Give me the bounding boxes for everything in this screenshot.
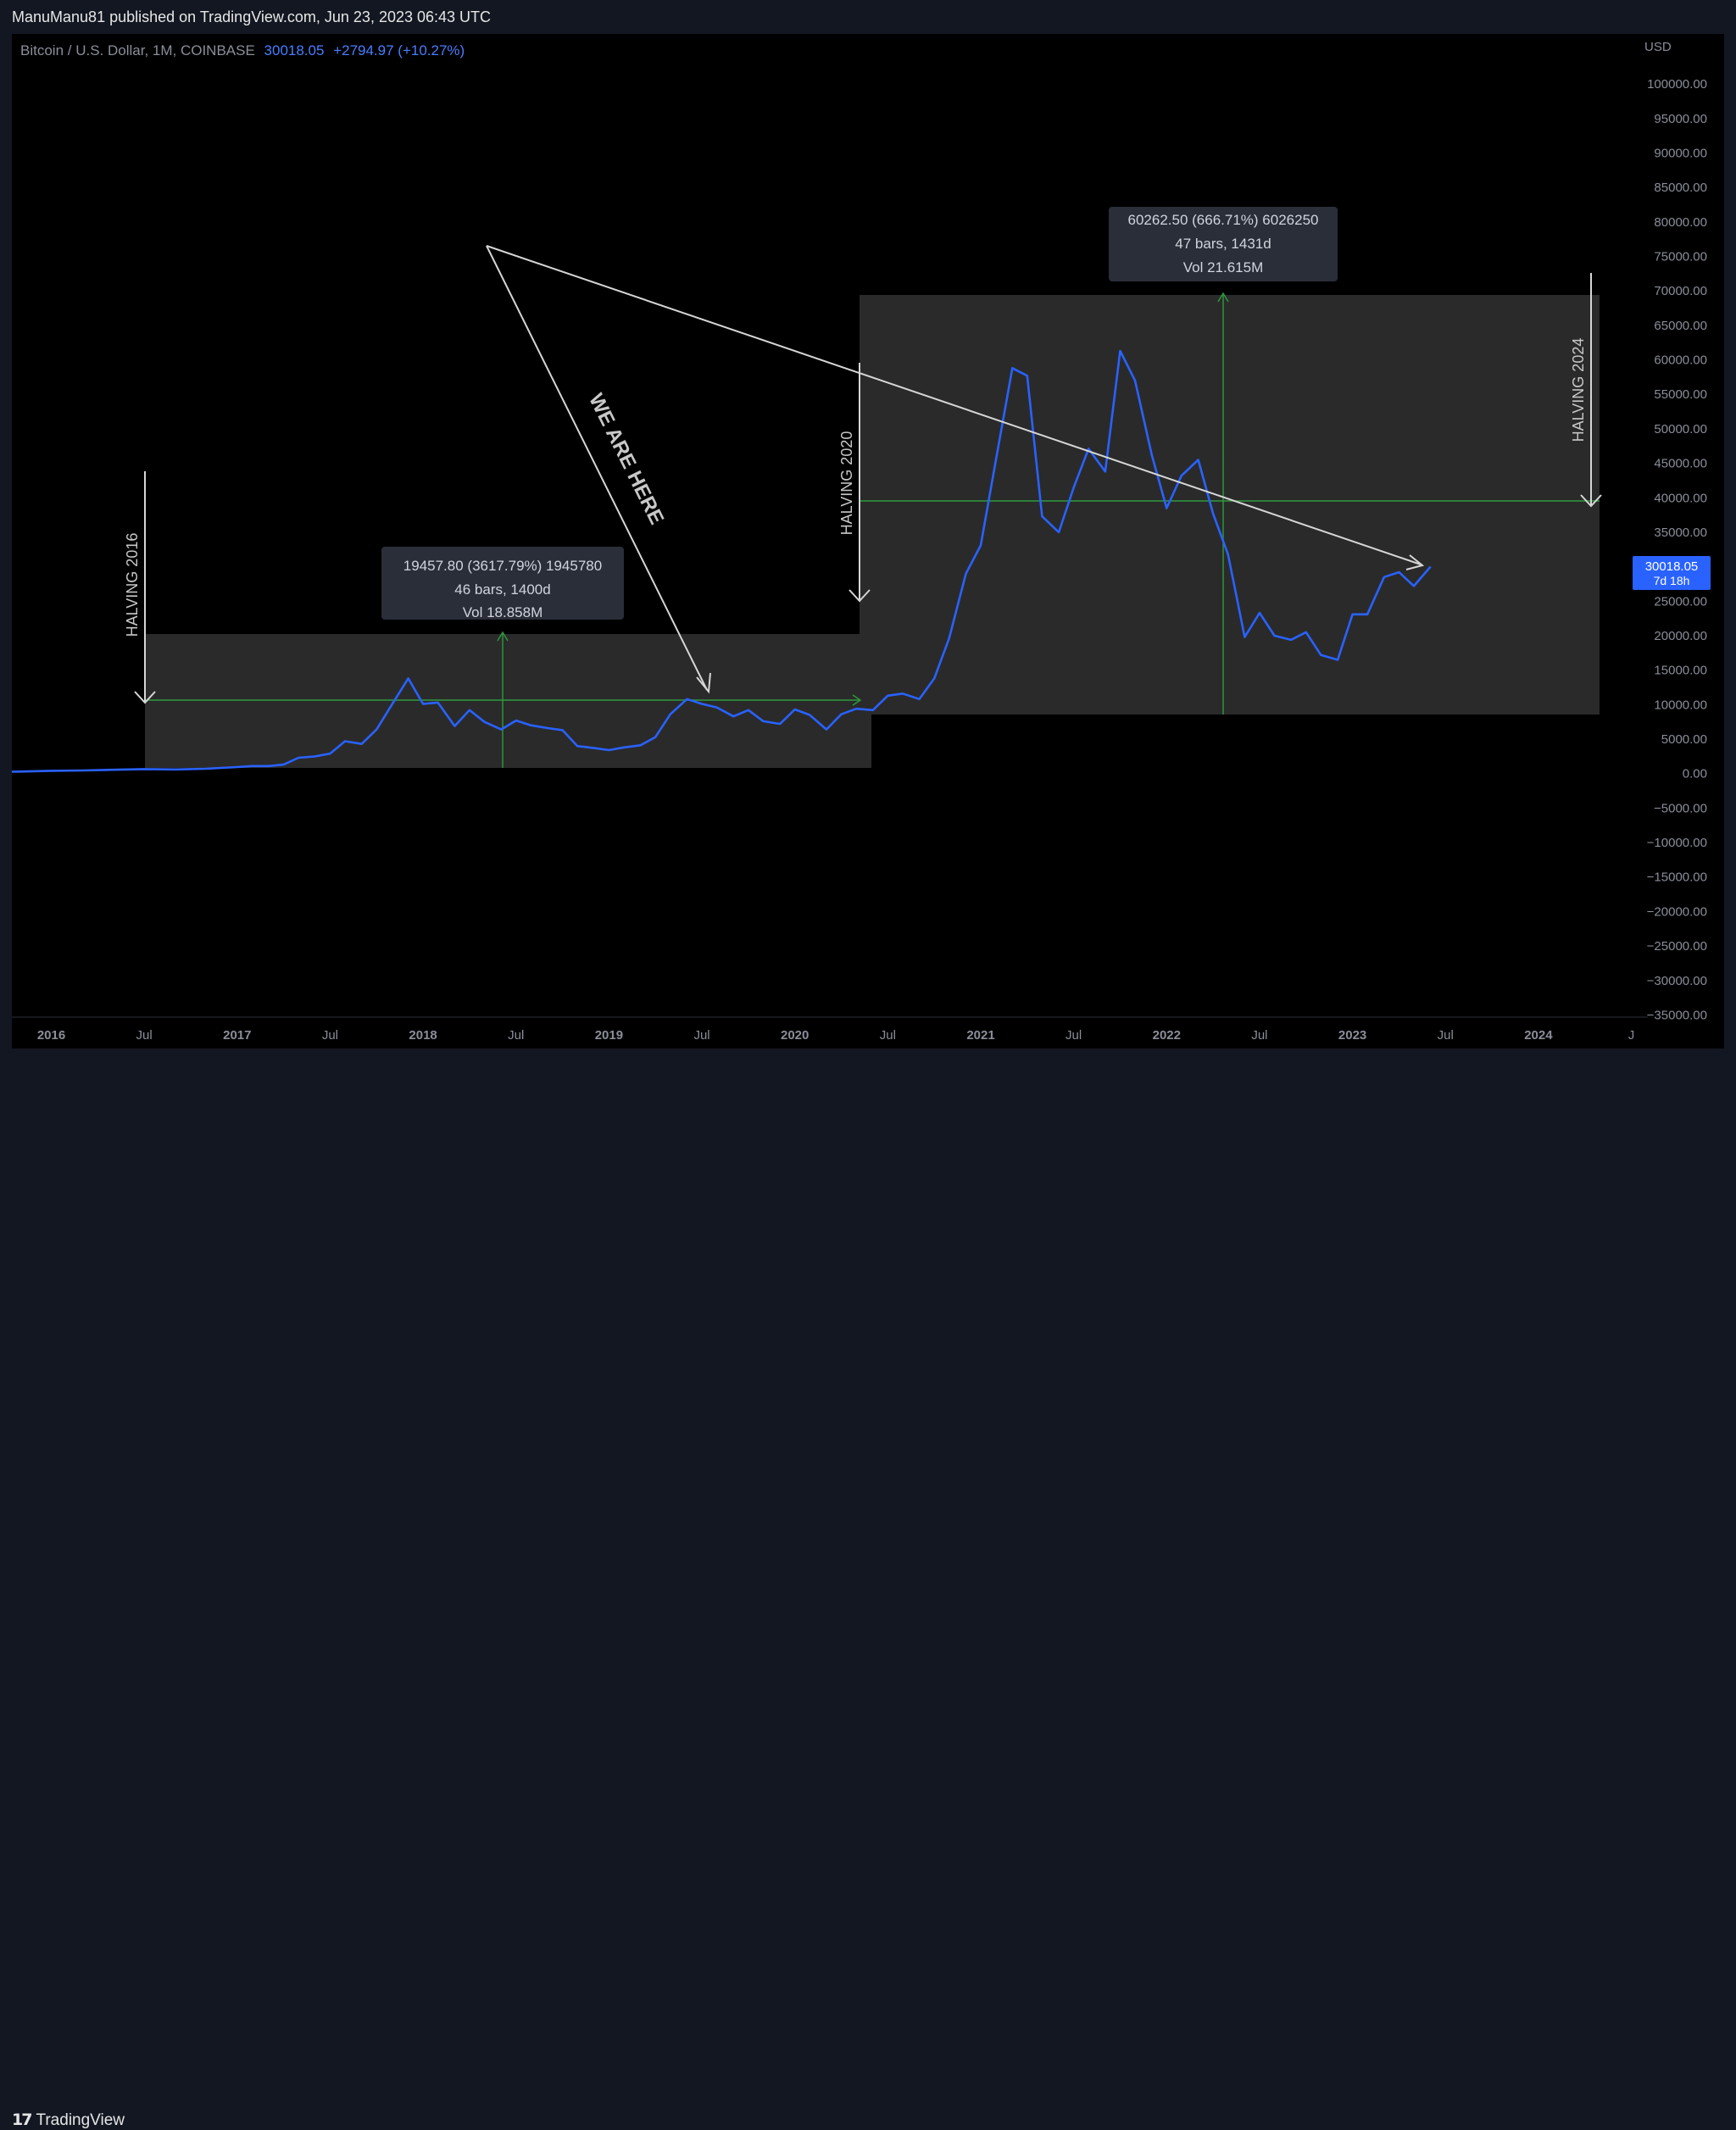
y-tick-label: 35000.00 <box>1654 526 1707 540</box>
tv-logo-icon: 𝟭𝟳 <box>12 2111 32 2129</box>
y-tick-label: −5000.00 <box>1654 801 1707 815</box>
x-tick-label: Jul <box>136 1028 153 1043</box>
y-tick-label: −10000.00 <box>1647 836 1707 850</box>
y-tick-label: 60000.00 <box>1654 353 1707 368</box>
price-line <box>12 349 1432 773</box>
trend-arrowhead <box>1405 554 1425 570</box>
published-info: ManuManu81 published on TradingView.com,… <box>12 8 492 25</box>
price-series <box>12 349 1432 773</box>
price-tag-value: 30018.05 <box>1645 559 1699 574</box>
publish-bar: ManuManu81 published on TradingView.com,… <box>0 0 1736 34</box>
y-tick-label: −30000.00 <box>1647 974 1707 988</box>
y-tick-label: 25000.00 <box>1654 594 1707 609</box>
halving-2016-label: HALVING 2016 <box>124 533 141 637</box>
y-tick-label: 40000.00 <box>1654 491 1707 505</box>
last-price: 30018.05 <box>264 42 325 58</box>
y-tick-label: 15000.00 <box>1654 664 1707 678</box>
box2-arrowhead <box>1217 292 1229 303</box>
y-tick-label: −15000.00 <box>1647 870 1707 885</box>
box2-info-line3: Vol 21.615M <box>1183 259 1264 275</box>
y-tick-label: −35000.00 <box>1647 1008 1707 1022</box>
y-tick-label: 65000.00 <box>1654 319 1707 333</box>
box1-arrowhead <box>497 631 509 642</box>
measure-labels: 19457.80 (3617.79%) 1945780 46 bars, 1400… <box>381 207 1338 620</box>
footer-bar: 𝟭𝟳 TradingView <box>0 1048 1736 2129</box>
halving-2024-arrowhead <box>1580 494 1602 508</box>
y-tick-label: 80000.00 <box>1654 215 1707 230</box>
y-tick-label: 70000.00 <box>1654 284 1707 298</box>
box1-info-line1: 19457.80 (3617.79%) 1945780 <box>403 558 602 574</box>
y-tick-label: 45000.00 <box>1654 457 1707 471</box>
halving-2020-arrowhead <box>849 589 871 603</box>
box1-info-line2: 46 bars, 1400d <box>454 581 550 598</box>
measure-box-2016 <box>145 634 871 768</box>
x-tick-label: Jul <box>1251 1028 1267 1043</box>
y-tick-label: −20000.00 <box>1647 904 1707 919</box>
y-tick-label: 10000.00 <box>1654 698 1707 712</box>
price-tag[interactable] <box>1633 556 1711 590</box>
y-tick-label: −25000.00 <box>1647 939 1707 954</box>
x-tick-label: 2016 <box>37 1028 65 1043</box>
trend-line <box>486 245 1422 565</box>
y-tick-label: 0.00 <box>1683 767 1707 781</box>
y-tick-label: 5000.00 <box>1661 732 1707 747</box>
x-tick-label: 2018 <box>409 1028 437 1043</box>
x-tick-label: Jul <box>693 1028 709 1043</box>
x-tick-label: 2024 <box>1524 1028 1553 1043</box>
we-are-here-arrow <box>486 245 708 691</box>
y-axis[interactable]: USD 100000.00 95000.00 90000.00 85000.00 8000… <box>1633 40 1711 1022</box>
x-tick-label: 2017 <box>223 1028 251 1043</box>
chart-frame[interactable]: USD 100000.00 95000.00 90000.00 85000.00 8000… <box>12 34 1724 1048</box>
x-tick-label: 2022 <box>1153 1028 1181 1043</box>
y-tick-label: 85000.00 <box>1654 181 1707 195</box>
halving-2020-label: HALVING 2020 <box>838 431 855 536</box>
brand-name: TradingView <box>36 2111 125 2129</box>
x-tick-label: 2021 <box>966 1028 994 1043</box>
x-tick-label: 2019 <box>595 1028 623 1043</box>
x-tick-label: J <box>1628 1028 1635 1043</box>
x-tick-label: Jul <box>1438 1028 1454 1043</box>
y-tick-label: 50000.00 <box>1654 422 1707 437</box>
x-tick-label: Jul <box>322 1028 338 1043</box>
y-tick-label: 100000.00 <box>1647 77 1707 92</box>
we-are-here-arrowhead <box>696 672 711 694</box>
box2-info-line1: 60262.50 (666.71%) 6026250 <box>1128 212 1319 228</box>
price-change: +2794.97 (+10.27%) <box>333 42 465 58</box>
box2-info-panel <box>1109 207 1338 281</box>
we-are-here-label: WE ARE HERE <box>584 390 668 528</box>
box1-arrowhead-right <box>852 694 862 706</box>
symbol-legend[interactable]: Bitcoin / U.S. Dollar, 1M, COINBASE 3001… <box>20 42 465 59</box>
x-tick-label: Jul <box>1066 1028 1082 1043</box>
halving-2016-arrowhead <box>134 691 156 704</box>
price-chart[interactable]: USD 100000.00 95000.00 90000.00 85000.00 8000… <box>12 34 1724 1048</box>
symbol-name: Bitcoin / U.S. Dollar, 1M, COINBASE <box>20 42 255 58</box>
box1-info-panel <box>381 547 624 620</box>
y-tick-label: 75000.00 <box>1654 250 1707 264</box>
x-tick-label: 2020 <box>781 1028 809 1043</box>
tradingview-logo[interactable]: 𝟭𝟳 TradingView <box>12 2111 125 2130</box>
price-tag-countdown: 7d 18h <box>1654 574 1690 587</box>
box1-info-line3: Vol 18.858M <box>463 604 543 620</box>
y-tick-label: 55000.00 <box>1654 387 1707 402</box>
currency-label: USD <box>1644 40 1672 54</box>
measure-boxes <box>145 292 1600 768</box>
y-tick-label: 20000.00 <box>1654 629 1707 643</box>
x-axis[interactable]: 2016 Jul 2017 Jul 2018 Jul 2019 Jul 2020 Jul 2021 J… <box>12 1016 1648 1043</box>
measure-box-2020 <box>860 295 1600 715</box>
y-tick-label: 95000.00 <box>1654 112 1707 126</box>
x-tick-label: Jul <box>880 1028 896 1043</box>
halving-2024-label: HALVING 2024 <box>1570 338 1587 442</box>
box2-info-line2: 47 bars, 1431d <box>1175 236 1271 252</box>
x-tick-label: 2023 <box>1338 1028 1366 1043</box>
y-tick-label: 90000.00 <box>1654 146 1707 160</box>
x-tick-label: Jul <box>508 1028 524 1043</box>
